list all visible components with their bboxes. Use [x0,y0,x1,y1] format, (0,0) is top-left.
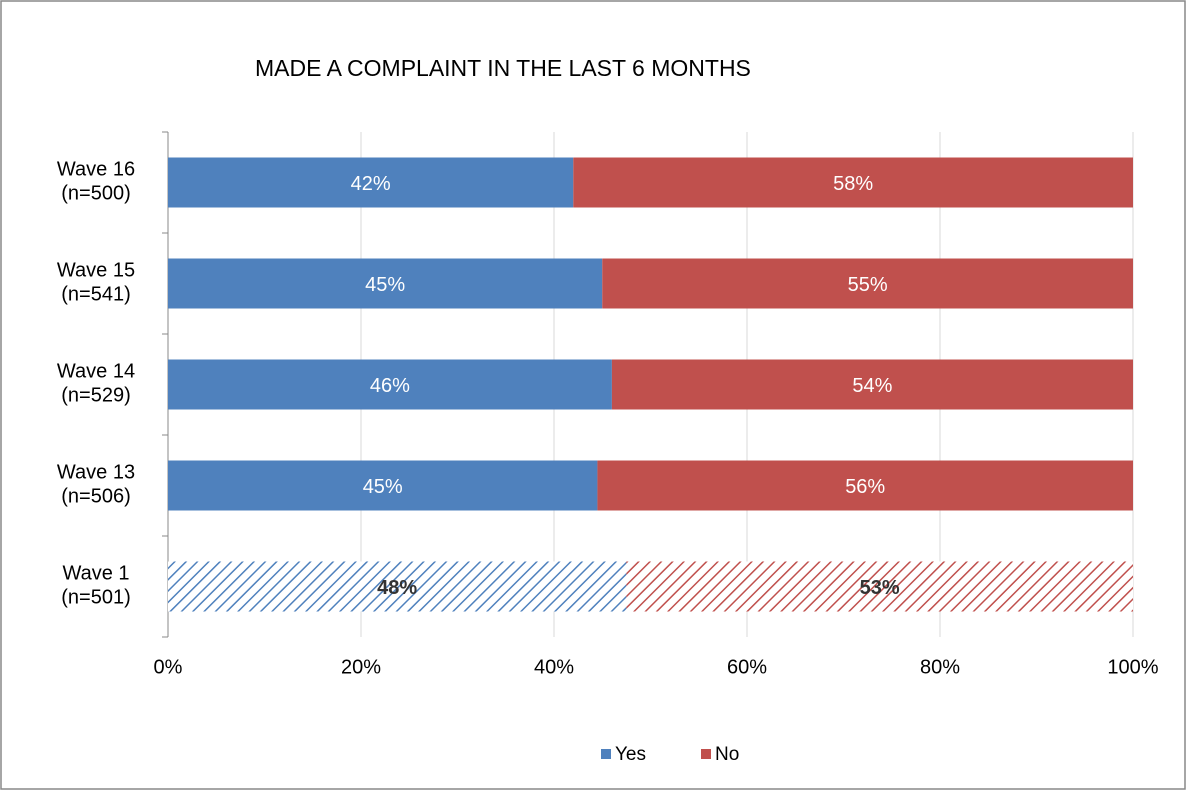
data-label: 53% [860,577,900,599]
data-label: 48% [377,577,417,599]
x-tick-label: 60% [727,656,767,678]
y-tick-label: Wave 15 (n=541) [57,260,135,306]
x-tick-label: 0% [154,656,183,678]
bar-segment [597,460,1133,511]
data-label: 46% [370,375,410,397]
legend-label: No [715,744,739,765]
y-tick-label: Wave 1 (n=501) [61,563,131,609]
bar-segment [602,258,1133,309]
data-label: 54% [852,375,892,397]
bar-segment [168,157,574,208]
data-label: 45% [365,274,405,296]
bar-segment [168,460,598,511]
data-label: 58% [833,173,873,195]
bar-segment [573,157,1133,208]
data-label: 56% [845,476,885,498]
legend-swatch [701,749,711,759]
data-label: 55% [848,274,888,296]
y-tick-label: Wave 16 (n=500) [57,159,135,205]
data-label: 45% [363,476,403,498]
bar-segment [626,561,1133,612]
x-tick-label: 40% [534,656,574,678]
data-label: 42% [351,173,391,195]
x-tick-label: 80% [920,656,960,678]
legend-label: Yes [615,744,646,765]
y-tick-label: Wave 14 (n=529) [57,361,135,407]
x-tick-label: 20% [341,656,381,678]
legend-swatch [601,749,611,759]
y-tick-label: Wave 13 (n=506) [57,462,135,508]
bar-segment [168,359,612,410]
bar-segment [611,359,1133,410]
chart-title: MADE A COMPLAINT IN THE LAST 6 MONTHS [255,55,751,81]
bar-segment [168,258,603,309]
x-tick-label: 100% [1107,656,1158,678]
bar-segment [168,561,627,612]
